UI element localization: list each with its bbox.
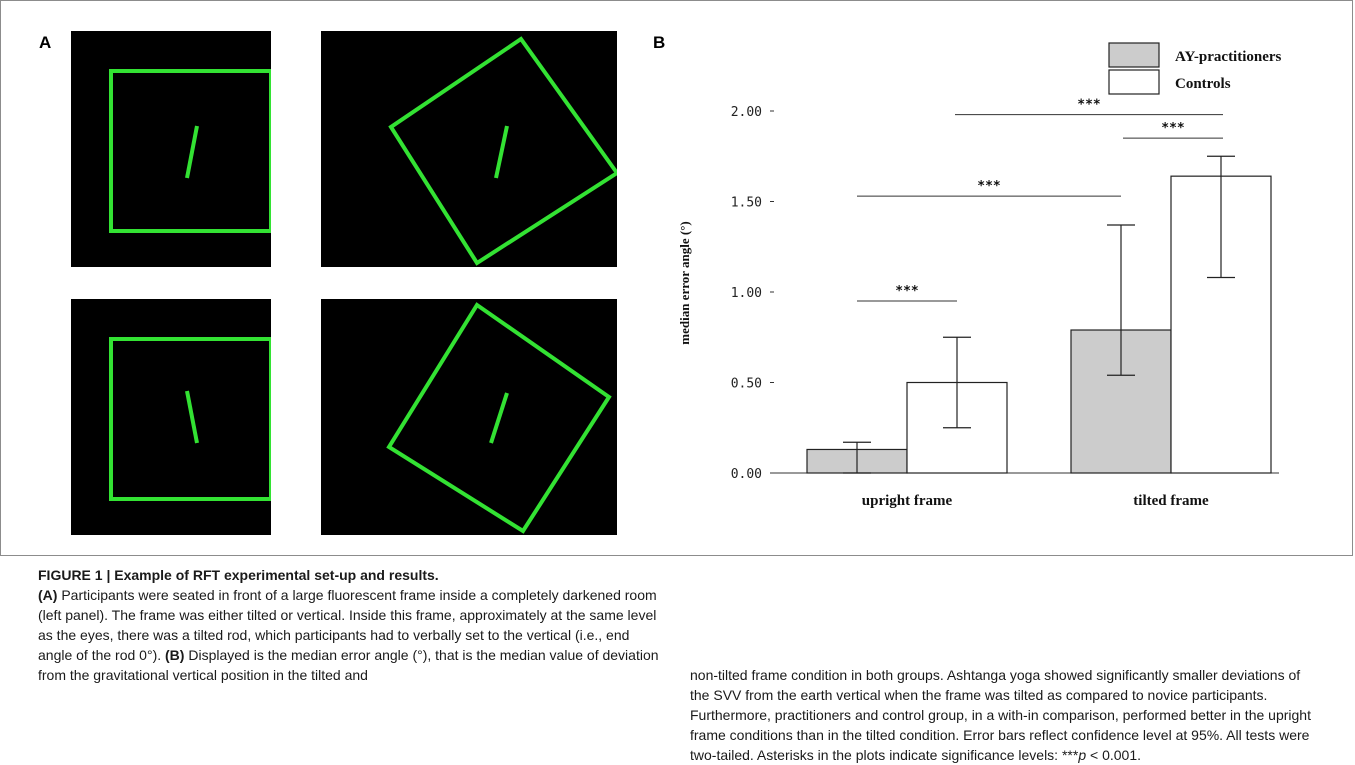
significance-stars: *** <box>895 284 919 299</box>
y-tick-label: 0.00 <box>731 467 762 482</box>
tilted-frame <box>386 302 612 534</box>
x-tick-label: tilted frame <box>1133 493 1209 509</box>
caption-b-label: (B) <box>165 647 185 663</box>
panel-b-label: B <box>653 33 666 52</box>
caption-right-column: non-tilted frame condition in both group… <box>690 665 1320 765</box>
stimulus-tilted-frame-1 <box>321 31 617 267</box>
caption-title: FIGURE 1 | Example of RFT experimental s… <box>38 567 439 583</box>
caption-b-text-part2: non-tilted frame condition in both group… <box>690 667 1311 763</box>
significance-stars: *** <box>1077 98 1101 113</box>
rod <box>489 392 509 444</box>
x-tick-label: upright frame <box>862 493 953 509</box>
figure-panel: A B 0.00 0.50 1.00 1.50 2.00 median error ang… <box>0 0 1353 556</box>
caption-sig-stars: *** <box>1061 747 1079 763</box>
legend-label: AY-practitioners <box>1175 49 1282 65</box>
rod <box>185 125 199 179</box>
caption-b-text-part1: Displayed is the median error angle (°),… <box>38 647 659 683</box>
upright-frame <box>109 337 271 501</box>
caption-left-column: FIGURE 1 | Example of RFT experimental s… <box>38 565 662 685</box>
stimulus-upright-frame-2 <box>71 299 271 535</box>
panel-a-label: A <box>39 33 52 52</box>
legend-swatch <box>1108 69 1160 95</box>
caption-a-text: Participants were seated in front of a l… <box>38 587 657 663</box>
caption-a-paragraph: (A) Participants were seated in front of… <box>38 585 662 685</box>
stimulus-upright-frame-1 <box>71 31 271 267</box>
rod <box>185 390 199 444</box>
stimulus-tilted-frame-2 <box>321 299 617 535</box>
legend-swatch <box>1108 42 1160 68</box>
legend-label: Controls <box>1175 76 1231 92</box>
y-tick-label: 1.00 <box>731 286 762 301</box>
upright-frame <box>109 69 271 233</box>
y-tick-label: 2.00 <box>731 105 762 120</box>
tilted-frame <box>388 36 617 266</box>
caption-sig-rest: < 0.001. <box>1086 747 1142 763</box>
y-tick-label: 0.50 <box>731 377 762 392</box>
rod <box>494 125 509 179</box>
error-angle-bar-chart: 0.00 0.50 1.00 1.50 2.00 median error angle (… <box>677 42 1282 509</box>
caption-a-label: (A) <box>38 587 58 603</box>
y-axis-label: median error angle (°) <box>677 221 692 345</box>
significance-stars: *** <box>977 179 1001 194</box>
caption-sig-p: p <box>1078 747 1087 763</box>
y-tick-label: 1.50 <box>731 196 762 211</box>
significance-stars: *** <box>1161 121 1185 136</box>
